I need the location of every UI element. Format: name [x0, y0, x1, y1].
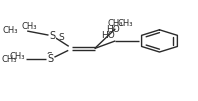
- Text: CH₃: CH₃: [21, 22, 37, 31]
- Text: HO: HO: [107, 25, 120, 34]
- Text: HO: HO: [102, 31, 115, 40]
- Text: S: S: [49, 31, 55, 41]
- Text: S: S: [48, 54, 54, 64]
- Text: CH₃: CH₃: [10, 52, 25, 61]
- Text: S: S: [58, 33, 64, 42]
- Text: CH₃: CH₃: [2, 26, 18, 35]
- Text: CH₃: CH₃: [1, 55, 17, 64]
- Text: CH₃: CH₃: [117, 19, 133, 28]
- Text: S: S: [47, 52, 52, 61]
- Text: CH₃: CH₃: [108, 19, 123, 28]
